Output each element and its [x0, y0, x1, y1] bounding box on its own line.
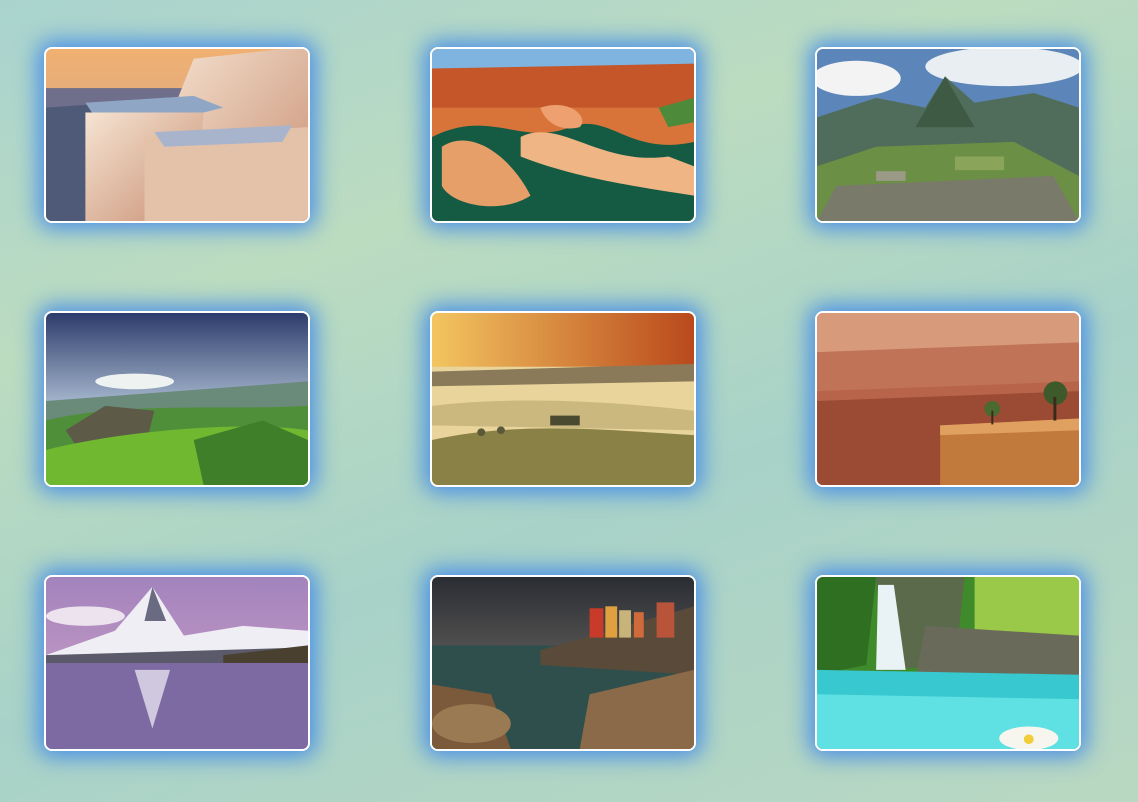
photo-card-mountain-ruins[interactable] — [815, 47, 1081, 223]
mountain-ruins-image — [817, 49, 1079, 221]
photo-card-misty-hills[interactable] — [430, 311, 696, 487]
photo-card-snowy-peak[interactable] — [44, 575, 310, 751]
photo-card-terraces[interactable] — [44, 47, 310, 223]
canyon-overlook-image — [817, 313, 1079, 485]
photo-card-canyon-bend[interactable] — [430, 47, 696, 223]
coastal-village-image — [432, 577, 694, 749]
snowy-peak-image — [46, 577, 308, 749]
photo-card-coastal-village[interactable] — [430, 575, 696, 751]
canyon-bend-image — [432, 49, 694, 221]
photo-card-canyon-overlook[interactable] — [815, 311, 1081, 487]
terraces-image — [46, 49, 308, 221]
photo-card-waterfall-lagoon[interactable] — [815, 575, 1081, 751]
waterfall-lagoon-image — [817, 577, 1079, 749]
highland-valley-image — [46, 313, 308, 485]
misty-hills-image — [432, 313, 694, 485]
photo-card-highland-valley[interactable] — [44, 311, 310, 487]
